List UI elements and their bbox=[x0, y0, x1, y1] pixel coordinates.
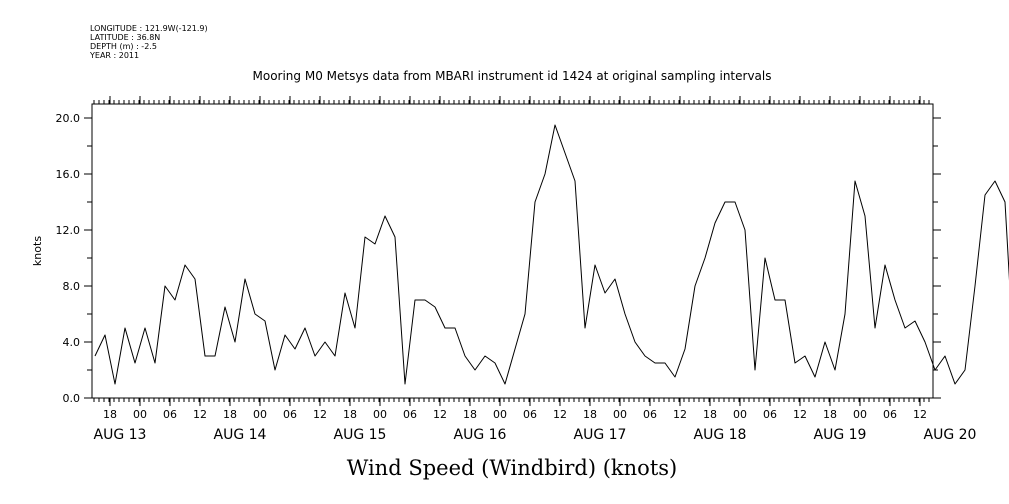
y-tick-label: 20.0 bbox=[56, 112, 81, 125]
meta-line-depth: DEPTH (m) : -2.5 bbox=[90, 42, 157, 51]
y-tick-label: 8.0 bbox=[63, 280, 81, 293]
minor-ticks bbox=[93, 100, 930, 402]
x-hour-label: 00 bbox=[373, 408, 387, 421]
x-date-label: AUG 16 bbox=[454, 427, 507, 443]
x-hour-label: 06 bbox=[163, 408, 177, 421]
x-hour-label: 12 bbox=[553, 408, 567, 421]
x-hour-label: 18 bbox=[343, 408, 357, 421]
meta-line-year: YEAR : 2011 bbox=[89, 51, 139, 60]
x-date-label: AUG 15 bbox=[334, 427, 387, 443]
y-tick-label: 16.0 bbox=[56, 168, 81, 181]
minor-tick-marks bbox=[93, 100, 930, 402]
plot-frame bbox=[91, 103, 934, 399]
x-date-label: AUG 14 bbox=[214, 427, 267, 443]
x-date-label: AUG 20 bbox=[924, 427, 977, 443]
x-hour-label: 06 bbox=[523, 408, 537, 421]
x-hour-label: 12 bbox=[793, 408, 807, 421]
x-hour-label: 00 bbox=[253, 408, 267, 421]
x-hour-label: 12 bbox=[313, 408, 327, 421]
x-hour-label: 06 bbox=[643, 408, 657, 421]
y-axis: 0.0 4.0 8.0 12.0 16.0 20.0 bbox=[56, 112, 941, 405]
bottom-title: Wind Speed (Windbird) (knots) bbox=[347, 456, 677, 480]
x-hour-label: 18 bbox=[223, 408, 237, 421]
x-axis: 18 00 06 12 18 00 06 12 18 00 06 12 18 00 06 12 18 00 06 12… bbox=[94, 96, 977, 443]
x-hour-label: 12 bbox=[193, 408, 207, 421]
y-tick-label: 12.0 bbox=[56, 224, 81, 237]
x-hour-label: 12 bbox=[673, 408, 687, 421]
x-hour-label: 00 bbox=[493, 408, 507, 421]
x-hour-label: 00 bbox=[613, 408, 627, 421]
meta-line-longitude: LONGITUDE : 121.9W(-121.9) bbox=[90, 24, 208, 33]
series-group bbox=[94, 124, 1009, 385]
y-axis-label: knots bbox=[31, 236, 44, 266]
x-hour-label: 06 bbox=[763, 408, 777, 421]
x-hour-label: 06 bbox=[883, 408, 897, 421]
series-line-wind-speed bbox=[94, 124, 1009, 385]
x-hour-label: 18 bbox=[823, 408, 837, 421]
x-date-label: AUG 18 bbox=[694, 427, 747, 443]
y-tick-label: 0.0 bbox=[63, 392, 81, 405]
x-hour-label: 18 bbox=[703, 408, 717, 421]
x-hour-label: 06 bbox=[283, 408, 297, 421]
meta-block: LONGITUDE : 121.9W(-121.9) LATITUDE : 36… bbox=[89, 24, 208, 60]
y-tick-label: 4.0 bbox=[63, 336, 81, 349]
chart-title: Mooring M0 Metsys data from MBARI instru… bbox=[253, 69, 772, 83]
x-hour-label: 00 bbox=[733, 408, 747, 421]
x-hour-label: 00 bbox=[133, 408, 147, 421]
x-hour-label: 18 bbox=[583, 408, 597, 421]
x-date-label: AUG 19 bbox=[814, 427, 867, 443]
x-hour-label: 18 bbox=[103, 408, 117, 421]
meta-line-latitude: LATITUDE : 36.8N bbox=[90, 33, 160, 42]
x-hour-label: 12 bbox=[433, 408, 447, 421]
x-date-label: AUG 17 bbox=[574, 427, 627, 443]
x-date-label: AUG 13 bbox=[94, 427, 147, 443]
x-hour-label: 06 bbox=[403, 408, 417, 421]
x-hour-label: 18 bbox=[463, 408, 477, 421]
x-hour-label: 00 bbox=[853, 408, 867, 421]
x-hour-label: 12 bbox=[913, 408, 927, 421]
